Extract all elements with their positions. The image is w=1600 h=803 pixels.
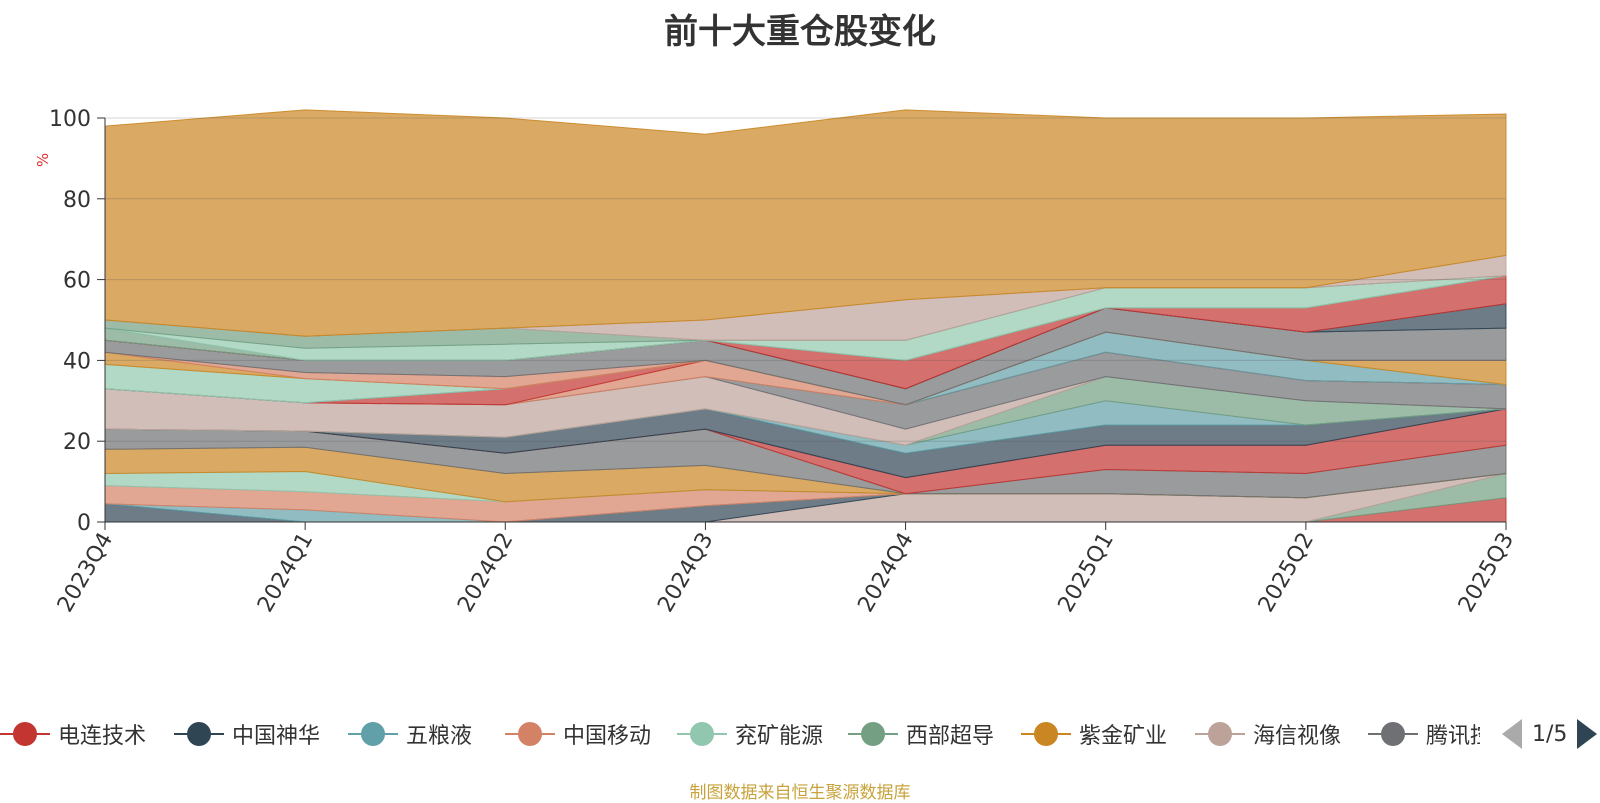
y-axis-unit-label: % (34, 153, 52, 167)
legend-item[interactable]: 兖矿能源 (677, 718, 823, 750)
legend-label: 中国移动 (563, 724, 652, 749)
legend-pager: 1/5 (1502, 718, 1598, 750)
legend-swatch-icon (174, 718, 224, 750)
legend-label: 紫金矿业 (1079, 724, 1168, 749)
x-tick-label: 2024Q2 (453, 529, 518, 617)
legend-swatch-icon (505, 718, 555, 750)
legend-label: 电连技术 (58, 724, 147, 749)
legend-prev-page-icon[interactable] (1502, 719, 1522, 749)
legend-label: 腾讯控股 (1426, 724, 1480, 749)
legend-label: 兖矿能源 (735, 724, 824, 749)
y-tick-label: 20 (63, 430, 91, 455)
legend: 电连技术 中国神华 五粮液 中国移动 兖矿能源 西部超导 紫金矿业 海信视像 腾讯控股 1/5 (0, 718, 1600, 750)
legend-next-page-icon[interactable] (1577, 719, 1598, 749)
legend-swatch-icon (1021, 718, 1071, 750)
legend-swatch-icon (348, 718, 398, 750)
legend-item[interactable]: 腾讯控股 (1368, 718, 1480, 750)
data-source-note: 制图数据来自恒生聚源数据库 (689, 783, 911, 803)
legend-items: 电连技术 中国神华 五粮液 中国移动 兖矿能源 西部超导 紫金矿业 海信视像 腾讯控股 (0, 718, 1480, 750)
legend-item[interactable]: 中国移动 (505, 718, 651, 750)
legend-page-indicator: 1/5 (1532, 721, 1568, 747)
legend-swatch-icon (677, 718, 727, 750)
y-tick-label: 40 (63, 349, 91, 374)
legend-item[interactable]: 西部超导 (848, 718, 994, 750)
legend-label: 海信视像 (1253, 724, 1342, 749)
legend-swatch-icon (1195, 718, 1245, 750)
y-tick-label: 0 (77, 511, 91, 536)
legend-item[interactable]: 中国神华 (174, 718, 320, 750)
legend-label: 五粮液 (406, 724, 473, 749)
x-tick-label: 2024Q4 (853, 529, 918, 617)
gridlines (105, 117, 1506, 523)
legend-item[interactable]: 紫金矿业 (1021, 718, 1167, 750)
legend-item[interactable]: 电连技术 (0, 718, 146, 750)
y-tick-label: 100 (49, 107, 91, 132)
legend-label: 中国神华 (232, 724, 321, 749)
legend-item[interactable]: 五粮液 (348, 718, 472, 750)
x-tick-label: 2024Q1 (253, 529, 318, 617)
y-tick-label: 60 (63, 269, 91, 294)
legend-swatch-icon (0, 718, 50, 750)
legend-swatch-icon (1368, 718, 1418, 750)
x-tick-label: 2025Q2 (1254, 529, 1319, 617)
chart-title: 前十大重仓股变化 (664, 12, 936, 52)
x-tick-label: 2023Q4 (53, 529, 118, 617)
area-series-紫金矿业[interactable] (104, 109, 1507, 337)
x-tick-label: 2025Q1 (1054, 529, 1119, 617)
x-tick-label: 2024Q3 (653, 529, 718, 617)
legend-swatch-icon (848, 718, 898, 750)
y-tick-label: 80 (63, 188, 91, 213)
plot-area (104, 109, 1507, 523)
x-tick-label: 2025Q3 (1454, 529, 1519, 617)
legend-item[interactable]: 海信视像 (1195, 718, 1341, 750)
legend-label: 西部超导 (906, 724, 995, 749)
